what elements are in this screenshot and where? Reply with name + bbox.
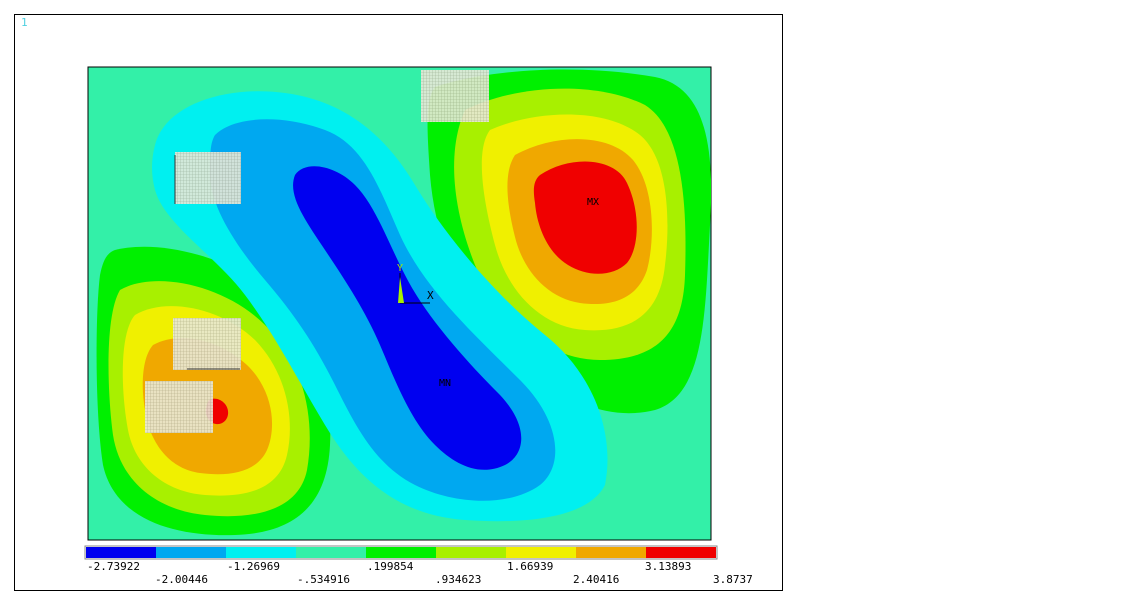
legend-swatch [86,547,156,558]
legend-label-top: .199854 [367,560,413,573]
legend-swatch [366,547,436,558]
mesh-patch [175,152,241,204]
triad-y-label: Y [397,263,403,274]
legend-label-bottom: -.534916 [297,573,350,586]
legend-swatch [576,547,646,558]
legend-label-top: -2.73922 [87,560,140,573]
mesh-patch [173,318,241,370]
legend-color-bar [85,546,717,559]
mesh-patch [145,381,213,433]
min-label: MN [439,378,451,389]
legend-label-bottom: .934623 [435,573,481,586]
mesh-patch [421,70,489,122]
legend-label-bottom: 3.8737 [713,573,753,586]
legend-swatch [156,547,226,558]
legend-swatch [436,547,506,558]
legend-swatch [506,547,576,558]
legend-swatch [296,547,366,558]
triad-x-label: X [427,289,434,302]
legend-label-bottom: 2.40416 [573,573,619,586]
legend-swatch [646,547,716,558]
graphics-window: 1 [14,14,783,591]
legend-label-top: 1.66939 [507,560,553,573]
max-label: MX [587,197,599,208]
legend-label-top: -1.26969 [227,560,280,573]
legend-label-top: 3.13893 [645,560,691,573]
legend-swatch [226,547,296,558]
contour-plot: MX MN X Y [15,15,782,590]
legend-label-bottom: -2.00446 [155,573,208,586]
